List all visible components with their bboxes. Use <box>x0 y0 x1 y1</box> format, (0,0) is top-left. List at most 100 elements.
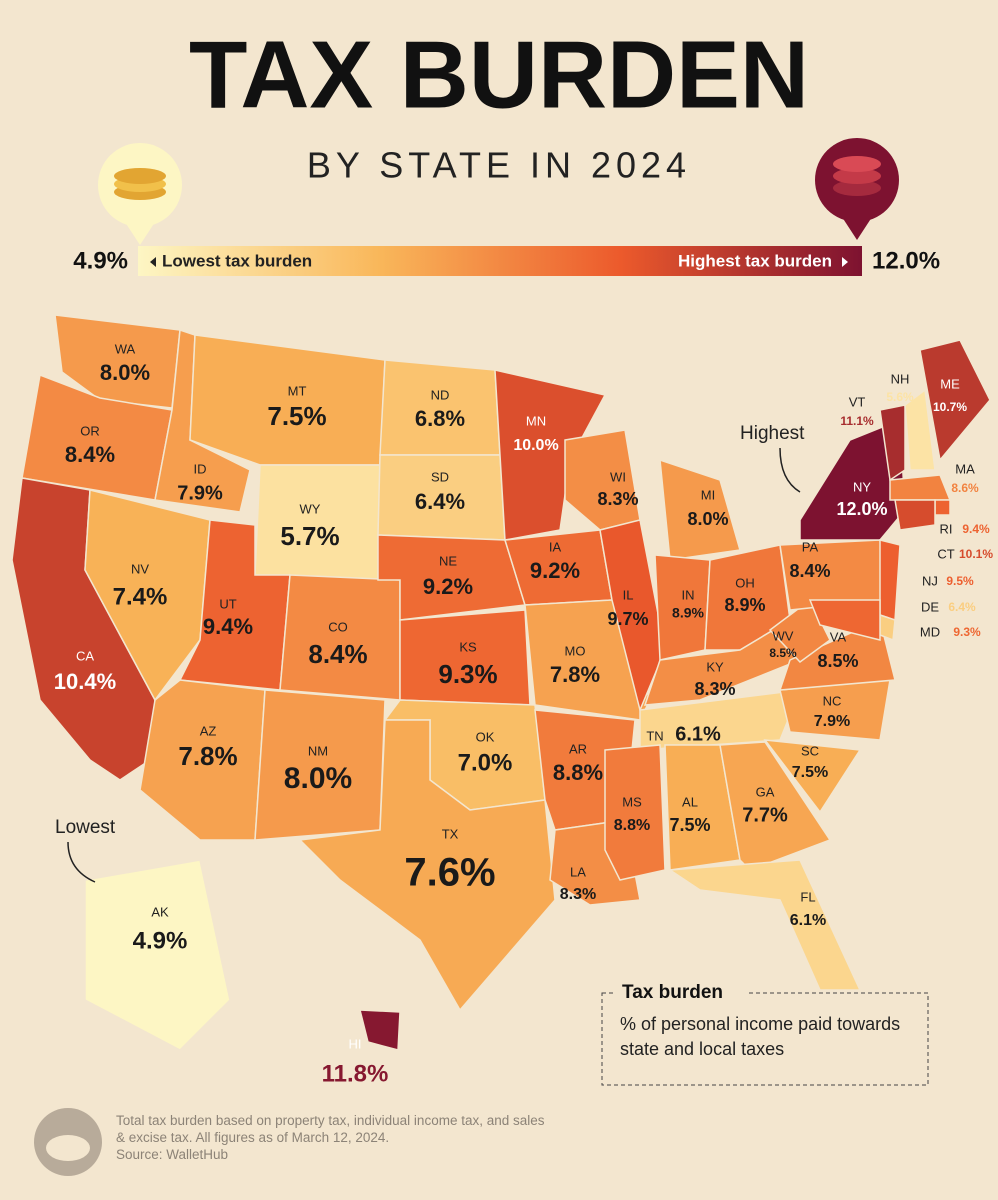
scale-high-label: Highest tax burden <box>678 251 832 270</box>
legend-text-box: % of personal income paid towards state … <box>620 1014 900 1059</box>
state-abbr: KY <box>706 659 724 674</box>
state <box>889 474 952 501</box>
state <box>894 499 936 531</box>
arrow-highest <box>779 447 801 493</box>
state-abbr: WY <box>300 501 321 516</box>
state-abbr: CT <box>937 546 954 561</box>
state-abbr: MI <box>701 487 715 502</box>
state-value: 4.9% <box>133 927 188 954</box>
state <box>879 613 896 642</box>
state <box>599 519 666 713</box>
arrow-left <box>150 257 156 267</box>
state-value: 8.3% <box>597 489 638 509</box>
state-abbr: IN <box>682 587 695 602</box>
state-abbr: NV <box>131 561 149 576</box>
state-abbr: DE <box>921 599 939 614</box>
state-abbr: ND <box>431 387 450 402</box>
state-value: 9.5% <box>946 574 974 588</box>
scale-min: 4.9% <box>73 247 128 274</box>
state <box>667 859 862 991</box>
state-abbr: SC <box>801 743 819 758</box>
state-value: 7.9% <box>814 713 850 730</box>
state-abbr: ID <box>194 461 207 476</box>
state-abbr: MA <box>955 461 975 476</box>
state-abbr: OH <box>735 575 755 590</box>
state-abbr: PA <box>802 539 819 554</box>
footnote-wrap: Total tax burden based on property tax, … <box>116 1112 556 1163</box>
state-value: 10.7% <box>933 400 967 414</box>
state-abbr: ME <box>940 376 960 391</box>
state-value: 7.8% <box>178 741 237 771</box>
state-value: 10.0% <box>513 437 558 454</box>
state-value: 6.4% <box>415 489 465 514</box>
state <box>808 599 881 641</box>
state-abbr: WV <box>773 628 794 643</box>
state-value: 6.1% <box>790 912 826 929</box>
state-value: 9.2% <box>423 574 473 599</box>
state-abbr: IA <box>549 539 562 554</box>
state-abbr: HI <box>349 1036 362 1051</box>
state-abbr: RI <box>940 521 953 536</box>
state-value: 11.1% <box>840 414 874 428</box>
state-value: 9.2% <box>530 558 580 583</box>
state-abbr: SD <box>431 469 449 484</box>
state-value: 8.9% <box>724 595 765 615</box>
legend-title-bg <box>614 980 748 1006</box>
state-abbr: MS <box>622 794 642 809</box>
high-icon <box>815 138 899 240</box>
state-abbr: TN <box>646 728 663 743</box>
footnote-box: Total tax burden based on property tax, … <box>116 1112 556 1163</box>
state-value: 8.8% <box>553 760 603 785</box>
state-value: 8.8% <box>614 817 650 834</box>
state-abbr: TX <box>442 826 459 841</box>
state <box>359 1009 401 1051</box>
state <box>604 744 666 881</box>
state-value: 6.4% <box>948 600 976 614</box>
source: Source: WalletHub <box>116 1147 229 1162</box>
legend-title: Tax burden <box>622 982 723 1003</box>
state <box>84 489 211 702</box>
state-value: 8.4% <box>308 639 367 669</box>
state-abbr: WA <box>115 341 136 356</box>
state-value: 7.5% <box>267 401 326 431</box>
state-value: 8.4% <box>789 561 830 581</box>
state-abbr: WI <box>610 469 626 484</box>
state-abbr: AZ <box>200 723 217 738</box>
state <box>659 458 741 561</box>
state <box>84 859 231 1051</box>
state <box>919 339 991 462</box>
title: TAX BURDEN <box>189 21 809 128</box>
state-value: 9.4% <box>962 522 990 536</box>
state-abbr: LA <box>570 864 586 879</box>
state-value: 8.0% <box>100 360 150 385</box>
state-value: 9.3% <box>438 659 497 689</box>
state <box>298 719 556 1012</box>
state-value: 8.5% <box>769 646 797 660</box>
legend-box <box>601 992 929 1086</box>
state-abbr: FL <box>800 889 815 904</box>
low-icon <box>98 143 182 245</box>
state-value: 7.6% <box>404 851 495 895</box>
state-value: 6.8% <box>415 406 465 431</box>
state <box>879 404 906 482</box>
state-value: 7.7% <box>742 804 788 826</box>
state-abbr: IL <box>623 587 634 602</box>
states <box>11 314 991 1051</box>
state-abbr: NC <box>823 693 842 708</box>
state-abbr: MO <box>565 643 586 658</box>
state-value: 9.4% <box>203 614 253 639</box>
state-value: 7.5% <box>792 764 828 781</box>
scale-bar <box>138 246 862 276</box>
state-abbr: NH <box>891 371 910 386</box>
state-value: 8.0% <box>687 509 728 529</box>
state-abbr: KS <box>459 639 477 654</box>
state-value: 7.5% <box>669 815 710 835</box>
state-abbr: UT <box>219 596 236 611</box>
state-value: 10.4% <box>54 669 116 694</box>
arrow-right <box>842 257 848 267</box>
state-abbr: NJ <box>922 573 938 588</box>
state-value: 8.5% <box>817 651 858 671</box>
scale-max: 12.0% <box>872 247 940 274</box>
state-value: 8.9% <box>672 605 704 621</box>
